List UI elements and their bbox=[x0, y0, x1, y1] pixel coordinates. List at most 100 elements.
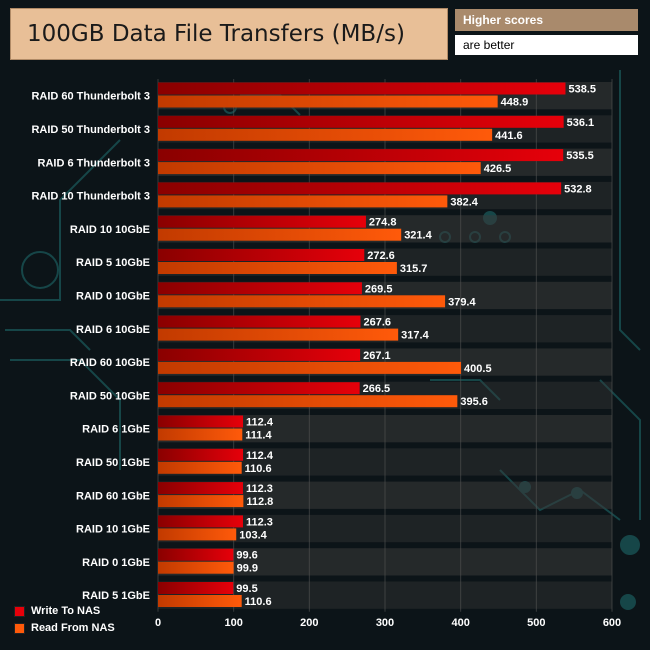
category-label: RAID 60 1GbE bbox=[76, 490, 150, 502]
bar-read-value: 317.4 bbox=[401, 330, 429, 342]
bar-read-value: 441.6 bbox=[495, 130, 523, 142]
bar-write-value: 112.4 bbox=[246, 450, 274, 462]
bar-read bbox=[158, 328, 399, 341]
category-label: RAID 50 10GbE bbox=[70, 390, 150, 402]
bar-read bbox=[158, 461, 242, 474]
bar-read-value: 315.7 bbox=[400, 263, 428, 275]
bar-write-value: 112.4 bbox=[246, 417, 274, 429]
category-label: RAID 0 1GbE bbox=[82, 557, 150, 569]
category-label: RAID 5 1GbE bbox=[82, 590, 150, 602]
bar-read bbox=[158, 95, 498, 108]
category-label: RAID 50 Thunderbolt 3 bbox=[31, 124, 150, 136]
bar-write-value: 267.6 bbox=[363, 317, 391, 329]
category-label: RAID 6 10GbE bbox=[76, 324, 150, 336]
x-tick-label: 500 bbox=[527, 617, 545, 629]
bar-write bbox=[158, 582, 234, 594]
bar-read-value: 103.4 bbox=[239, 529, 267, 541]
legend: Write To NAS Read From NAS bbox=[14, 604, 115, 638]
bar-write-value: 266.5 bbox=[363, 383, 391, 395]
bar-write bbox=[158, 315, 361, 328]
bar-read bbox=[158, 361, 462, 374]
bar-write-value: 112.3 bbox=[246, 483, 273, 495]
bar-read bbox=[158, 262, 397, 274]
bar-read-value: 382.4 bbox=[450, 196, 478, 208]
value-labels: 538.5 448.9 536.1 441.6 535.5 426.5 532.8 382.4… bbox=[236, 84, 596, 609]
bar-write bbox=[158, 115, 564, 128]
higher-scores-note: Higher scores bbox=[455, 9, 638, 31]
bar-read-value: 111.4 bbox=[245, 430, 272, 442]
bar-write-value: 99.5 bbox=[236, 583, 257, 595]
bar-read-value: 379.4 bbox=[448, 296, 476, 308]
category-label: RAID 60 Thunderbolt 3 bbox=[31, 91, 150, 103]
x-tick-label: 100 bbox=[224, 617, 242, 629]
bar-read-value: 321.4 bbox=[404, 230, 432, 242]
bar-write bbox=[158, 82, 566, 95]
bar-write bbox=[158, 415, 244, 428]
bar-read-value: 426.5 bbox=[484, 163, 512, 175]
bar-read-value: 99.9 bbox=[237, 563, 258, 575]
bars bbox=[158, 82, 566, 607]
bar-write bbox=[158, 249, 365, 261]
legend-swatch-read bbox=[14, 622, 25, 634]
bar-write-value: 99.6 bbox=[236, 550, 257, 562]
bar-write bbox=[158, 348, 361, 361]
legend-label-read: Read From NAS bbox=[31, 622, 115, 634]
x-tick-label: 200 bbox=[300, 617, 318, 629]
category-label: RAID 10 10GbE bbox=[70, 224, 150, 236]
category-label: RAID 6 Thunderbolt 3 bbox=[38, 157, 150, 169]
category-label: RAID 60 10GbE bbox=[70, 357, 150, 369]
bar-read bbox=[158, 195, 448, 208]
bar-read bbox=[158, 228, 402, 241]
bar-read-value: 400.5 bbox=[464, 363, 492, 375]
bar-read-value: 110.6 bbox=[245, 463, 272, 475]
bar-write bbox=[158, 482, 243, 495]
x-tick-label: 300 bbox=[376, 617, 394, 629]
bar-write bbox=[158, 215, 366, 228]
bar-read-value: 110.6 bbox=[245, 596, 272, 608]
bar-read bbox=[158, 495, 244, 508]
x-tick-label: 600 bbox=[603, 617, 621, 629]
legend-swatch-write bbox=[14, 605, 25, 617]
bar-write bbox=[158, 515, 243, 528]
bar-write-value: 112.3 bbox=[246, 516, 273, 528]
bar-write bbox=[158, 382, 360, 395]
category-label: RAID 6 1GbE bbox=[82, 424, 150, 436]
bar-write bbox=[158, 182, 562, 195]
bar-write bbox=[158, 448, 244, 461]
bar-read bbox=[158, 528, 237, 541]
chart-title: 100GB Data File Transfers (MB/s) bbox=[10, 8, 448, 60]
bar-read-value: 112.8 bbox=[246, 496, 273, 508]
bar-read bbox=[158, 595, 242, 607]
bar-write bbox=[158, 548, 234, 561]
bar-read bbox=[158, 428, 243, 441]
bar-write bbox=[158, 282, 362, 295]
bar-write-value: 536.1 bbox=[567, 117, 595, 129]
bar-read-value: 395.6 bbox=[460, 396, 488, 408]
category-label: RAID 0 10GbE bbox=[76, 290, 150, 302]
legend-item-write: Write To NAS bbox=[14, 604, 115, 618]
category-label: RAID 10 Thunderbolt 3 bbox=[31, 191, 150, 203]
bar-write-value: 267.1 bbox=[363, 350, 391, 362]
legend-item-read: Read From NAS bbox=[14, 621, 115, 635]
legend-label-write: Write To NAS bbox=[31, 605, 101, 617]
bar-read-value: 448.9 bbox=[501, 97, 529, 109]
bar-write-value: 538.5 bbox=[568, 84, 596, 96]
bar-write bbox=[158, 149, 564, 162]
x-tick-label: 400 bbox=[451, 617, 469, 629]
x-axis-ticks: 0 100 200 300 400 500 600 bbox=[155, 617, 621, 629]
category-label: RAID 50 1GbE bbox=[76, 457, 150, 469]
bar-write-value: 269.5 bbox=[365, 283, 393, 295]
bar-read bbox=[158, 162, 481, 175]
bar-write-value: 272.6 bbox=[367, 250, 395, 262]
bar-write-value: 274.8 bbox=[369, 217, 397, 229]
x-tick-label: 0 bbox=[155, 617, 161, 629]
are-better-note: are better bbox=[455, 35, 638, 55]
bar-read bbox=[158, 295, 446, 308]
category-labels: RAID 60 Thunderbolt 3 RAID 50 Thunderbolt… bbox=[31, 91, 150, 603]
bar-write-value: 532.8 bbox=[564, 183, 592, 195]
category-label: RAID 10 1GbE bbox=[76, 524, 150, 536]
bar-read bbox=[158, 561, 234, 574]
bar-read bbox=[158, 128, 493, 141]
bar-read bbox=[158, 395, 458, 408]
